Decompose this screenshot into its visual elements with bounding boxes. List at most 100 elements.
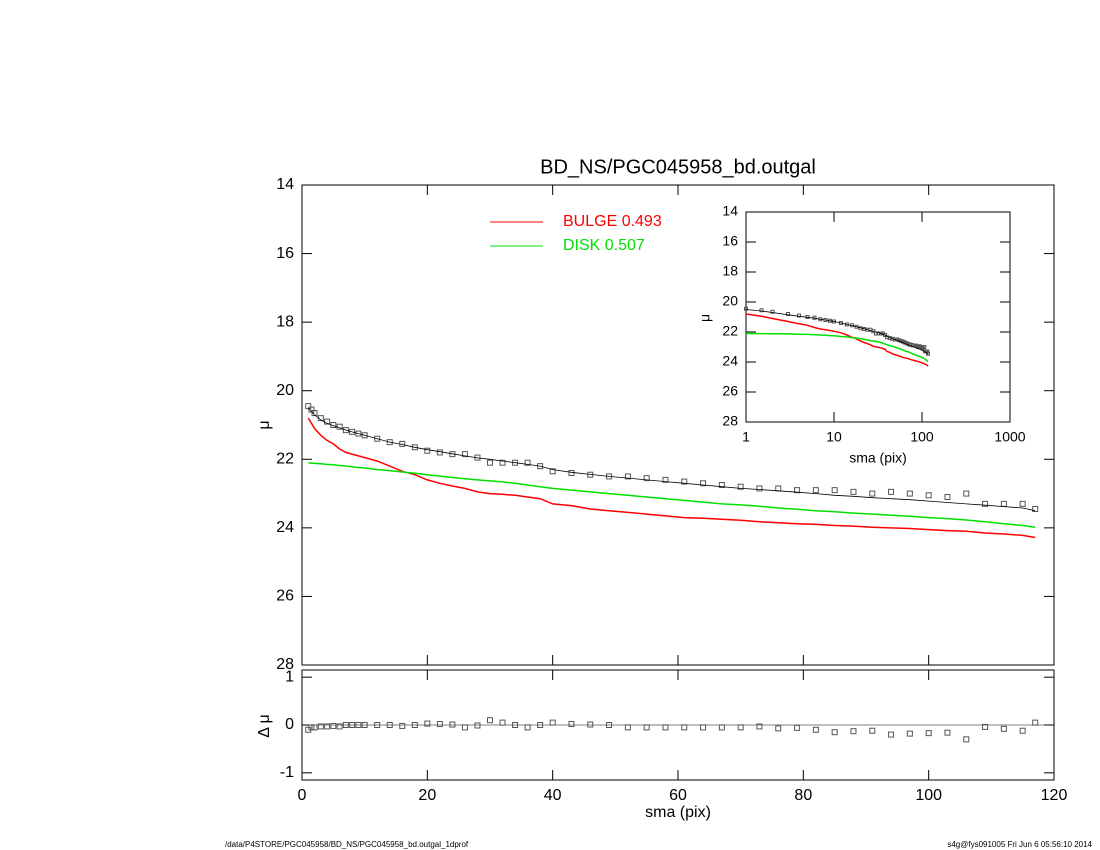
data-point	[756, 485, 763, 492]
y-tick-label: 18	[276, 313, 294, 330]
data-point	[925, 492, 932, 499]
residual-point	[424, 720, 431, 727]
data-point	[499, 459, 506, 466]
inset-background	[746, 212, 1010, 422]
residual-point	[568, 721, 575, 728]
residual-point	[1019, 727, 1026, 734]
data-point	[812, 487, 819, 494]
data-point	[342, 427, 349, 434]
inset-y-axis-label: μ	[697, 314, 713, 322]
y-tick-label: 16	[276, 245, 294, 262]
y-tick-label: 24	[276, 519, 294, 536]
residual-point	[624, 724, 631, 731]
residual-point	[361, 722, 368, 728]
residual-point	[461, 724, 468, 731]
x-axis-label: sma (pix)	[645, 804, 711, 821]
data-point	[1019, 500, 1026, 507]
x-tick-label: 0	[298, 787, 307, 804]
residual-point	[850, 728, 857, 735]
data-point	[305, 403, 312, 410]
residual-point	[737, 724, 744, 731]
y-tick-label: 28	[276, 656, 294, 673]
residual-point	[537, 722, 544, 728]
residual-point	[606, 722, 613, 728]
footer-left: /data/P4STORE/PGC045958/BD_NS/PGC045958_…	[225, 840, 469, 849]
residual-point	[718, 724, 725, 731]
residual-point	[487, 717, 493, 724]
data-point	[411, 444, 418, 451]
data-point	[386, 439, 393, 446]
data-point	[963, 490, 970, 497]
residual-point	[349, 722, 356, 728]
profile-line	[745, 332, 929, 363]
data-point	[436, 449, 443, 456]
y-tick-label: 16	[722, 233, 738, 249]
data-point	[982, 500, 989, 507]
residual-point	[756, 723, 763, 730]
residual-point	[869, 727, 876, 734]
y-tick-label: 24	[722, 353, 738, 369]
data-point	[549, 468, 556, 475]
y-tick-label: 20	[722, 293, 738, 309]
x-tick-label: 80	[794, 787, 812, 804]
residual-point	[524, 724, 531, 731]
residual-point	[906, 730, 913, 737]
residual-point	[831, 729, 838, 736]
data-point	[892, 337, 897, 342]
legend-label: DISK 0.507	[563, 237, 645, 254]
data-point	[796, 313, 801, 318]
y-tick-label: 22	[722, 323, 738, 339]
data-point	[888, 488, 895, 495]
x-tick-label: 100	[910, 429, 934, 445]
data-point	[785, 312, 790, 316]
residual-point	[374, 722, 381, 728]
residual-point	[411, 722, 418, 728]
data-point	[308, 406, 315, 413]
residual-point	[336, 723, 343, 730]
residual-point	[1000, 725, 1007, 732]
footer-right: s4g@fys091005 Fri Jun 6 05:56:10 2014	[947, 840, 1092, 849]
residual-point	[944, 729, 951, 736]
inset-x-axis-label: sma (pix)	[849, 450, 907, 466]
data-point	[794, 487, 801, 494]
chart-title: BD_NS/PGC045958_bd.outgal	[540, 156, 816, 178]
data-point	[374, 435, 381, 442]
data-point	[361, 432, 368, 439]
residual-point	[474, 722, 481, 729]
residual-point	[317, 723, 324, 730]
residual-point	[311, 724, 318, 731]
residual-point	[355, 722, 362, 728]
data-point	[349, 428, 356, 435]
data-point	[524, 459, 531, 466]
residual-point	[436, 721, 443, 728]
y-tick-label: 28	[722, 413, 738, 429]
data-point	[424, 447, 431, 454]
residual-point	[794, 724, 801, 731]
residual-point	[449, 721, 456, 728]
data-point	[759, 308, 764, 313]
profile-line	[308, 407, 1036, 512]
residual-point	[888, 731, 895, 738]
data-point	[906, 490, 913, 497]
data-point	[681, 478, 688, 485]
residual-point	[963, 736, 970, 743]
data-point	[944, 494, 951, 500]
data-point	[770, 309, 775, 314]
residual-point	[700, 724, 707, 731]
profile-line	[307, 417, 1036, 539]
residual-point	[812, 726, 819, 733]
residual-point	[386, 722, 393, 728]
y-axis-label: Δ μ	[256, 714, 273, 737]
data-point	[311, 410, 318, 416]
y-tick-label: 0	[285, 716, 294, 733]
residual-point	[399, 722, 406, 729]
profile-line	[745, 313, 929, 367]
residual-point	[308, 724, 315, 731]
x-tick-label: 40	[544, 787, 562, 804]
data-point	[878, 331, 883, 336]
data-point	[1032, 506, 1039, 512]
data-point	[461, 451, 468, 458]
y-tick-label: 18	[722, 263, 738, 279]
y-tick-label: -1	[280, 764, 294, 781]
